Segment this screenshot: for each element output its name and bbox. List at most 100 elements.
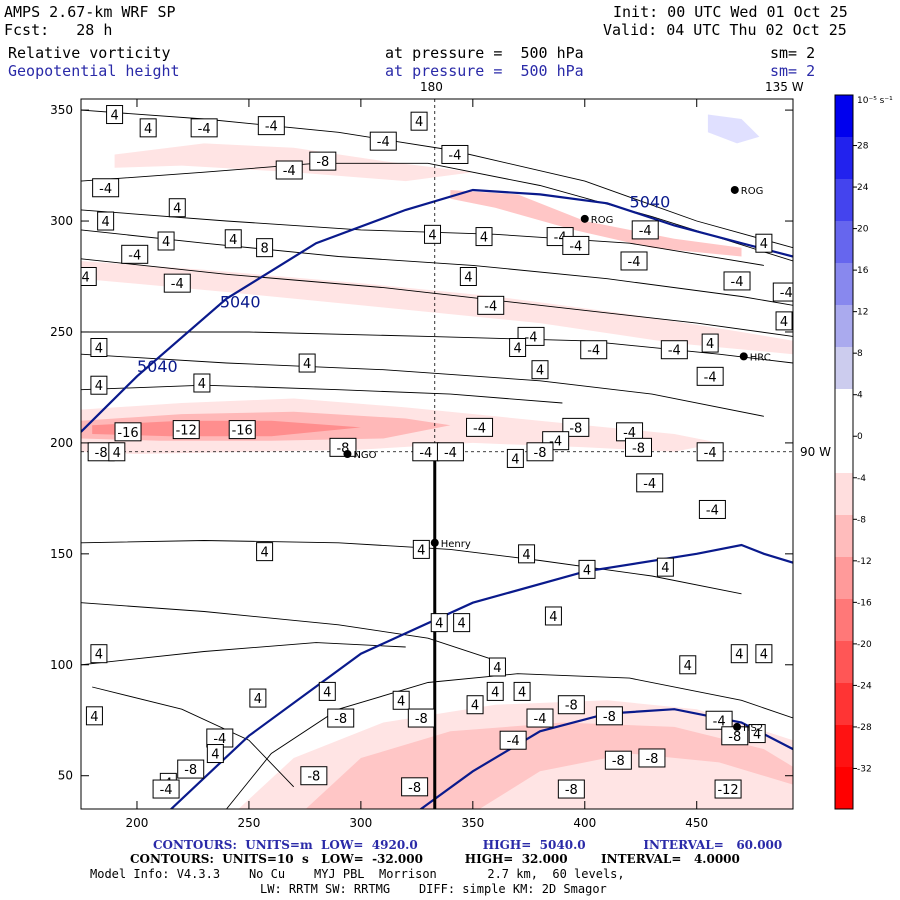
colorbar-label: -12 <box>857 557 872 567</box>
x-tick-label: 300 <box>349 816 372 830</box>
contour-label: -4 <box>369 131 397 151</box>
svg-text:-8: -8 <box>184 763 197 778</box>
contour-label: 4 <box>506 448 524 468</box>
colorbar-swatch <box>835 641 853 684</box>
contour-label: 4 <box>679 655 697 675</box>
contour-label: 4 <box>475 227 493 247</box>
contour-label: 4 <box>106 105 124 125</box>
svg-text:-4: -4 <box>643 477 656 492</box>
contour-label: 4 <box>249 688 267 708</box>
contour-label: 4 <box>424 224 442 244</box>
contour-label: 4 <box>509 338 527 357</box>
svg-text:-8: -8 <box>316 155 329 170</box>
svg-text:4: 4 <box>536 364 544 379</box>
contour-label: 4 <box>298 353 316 373</box>
svg-text:-4: -4 <box>713 714 726 729</box>
colorbar-label: 12 <box>857 308 868 318</box>
colorbar-swatch <box>835 515 853 558</box>
svg-text:-4: -4 <box>377 135 390 150</box>
svg-text:4: 4 <box>480 231 488 246</box>
contour-label: -4 <box>636 473 664 493</box>
svg-text:4: 4 <box>435 617 443 632</box>
contour-label: 4 <box>755 644 773 664</box>
svg-text:-4: -4 <box>444 446 457 461</box>
colorbar-swatch <box>835 473 853 516</box>
field2-name: Geopotential height <box>8 62 180 80</box>
colorbar-label: -24 <box>857 681 872 691</box>
contour-label: -8 <box>557 695 585 715</box>
footer-physics: LW: RRTM SW: RRTMG DIFF: simple KM: 2D S… <box>260 882 607 896</box>
station-rog: ROG <box>730 185 763 197</box>
colorbar-label: -4 <box>857 474 866 484</box>
footer-height-contours: CONTOURS: UNITS=m LOW= 4920.0 HIGH= 5040… <box>153 838 783 852</box>
svg-text:-4: -4 <box>448 148 461 163</box>
contour-label: -4 <box>152 779 180 799</box>
svg-text:4: 4 <box>760 237 768 252</box>
svg-text:4: 4 <box>260 546 268 561</box>
svg-text:-4: -4 <box>283 164 296 179</box>
forecast-hour: Fcst: 28 h <box>4 21 113 39</box>
contour-label: 4 <box>392 690 410 710</box>
contour-label: -8 <box>329 437 357 457</box>
svg-text:-8: -8 <box>334 712 347 727</box>
colorbar: 10⁻⁵ s⁻¹ 28 24 20 16 12 8 4 0 -4 -8 -12 -16 -20 -24 -28… <box>834 94 893 810</box>
contour-label: -8 <box>721 726 749 746</box>
colorbar-swatch <box>835 179 853 222</box>
svg-text:4: 4 <box>95 379 103 394</box>
contour-label: -8 <box>557 779 585 799</box>
colorbar-label: -28 <box>857 723 872 733</box>
contour-label: 4 <box>544 606 562 626</box>
station-ngo: NGO <box>343 450 377 461</box>
colorbar-swatch <box>835 347 853 390</box>
contour-label: -4 <box>436 442 464 462</box>
svg-text:-4: -4 <box>484 299 497 314</box>
lon-180-label: 180 <box>420 80 443 94</box>
contour-label: 4 <box>97 211 115 231</box>
svg-text:ROG: ROG <box>591 215 614 226</box>
colorbar-label: -16 <box>857 598 872 608</box>
contour-label: 4 <box>486 681 504 701</box>
contour-label: -4 <box>81 267 97 286</box>
vorticity-fills <box>81 114 793 809</box>
svg-text:4: 4 <box>254 692 262 707</box>
svg-text:-4: -4 <box>213 732 226 747</box>
contour-label: 4 <box>578 559 596 579</box>
contour-label: 4 <box>168 198 186 218</box>
y-tick-label: 200 <box>50 436 73 450</box>
contour-label: -8 <box>595 706 623 726</box>
colorbar-swatch <box>835 725 853 768</box>
svg-text:4: 4 <box>511 452 519 467</box>
contour-label: -4 <box>275 160 303 180</box>
colorbar-swatch <box>835 95 853 138</box>
contour-label: 4 <box>193 373 211 393</box>
svg-text:4: 4 <box>95 342 103 357</box>
svg-text:-16: -16 <box>117 426 138 441</box>
contour-label: 4 <box>513 681 531 701</box>
colorbar-label: 24 <box>857 183 869 193</box>
svg-text:4: 4 <box>95 648 103 663</box>
y-tick-label: 350 <box>50 103 73 117</box>
contour-label: -8 <box>604 750 632 770</box>
svg-text:-12: -12 <box>176 424 197 439</box>
svg-text:-8: -8 <box>645 752 658 767</box>
svg-text:-4: -4 <box>569 239 582 254</box>
stations: ROG ROG HRC NGO Henry HS2 <box>343 185 771 734</box>
contour-label: -4 <box>466 417 494 437</box>
svg-text:-8: -8 <box>728 730 741 745</box>
contour-label: 4 <box>701 333 719 353</box>
contour-label: -8 <box>562 417 590 437</box>
height-label-5040: 5040 <box>630 193 671 212</box>
contour-label: 4 <box>157 231 175 251</box>
svg-text:-4: -4 <box>99 182 112 197</box>
svg-text:4: 4 <box>493 661 501 676</box>
svg-text:-4: -4 <box>639 224 652 239</box>
contour-label: -4 <box>92 178 120 198</box>
contour-label: -16 <box>114 422 142 442</box>
contour-label: -8 <box>638 748 666 768</box>
contour-label: 4 <box>518 544 536 564</box>
y-tick-label: 50 <box>58 769 73 783</box>
contour-label: 4 <box>139 118 157 138</box>
svg-text:4: 4 <box>323 685 331 700</box>
contour-label: 4 <box>412 539 430 559</box>
colorbar-label: 8 <box>857 349 863 359</box>
